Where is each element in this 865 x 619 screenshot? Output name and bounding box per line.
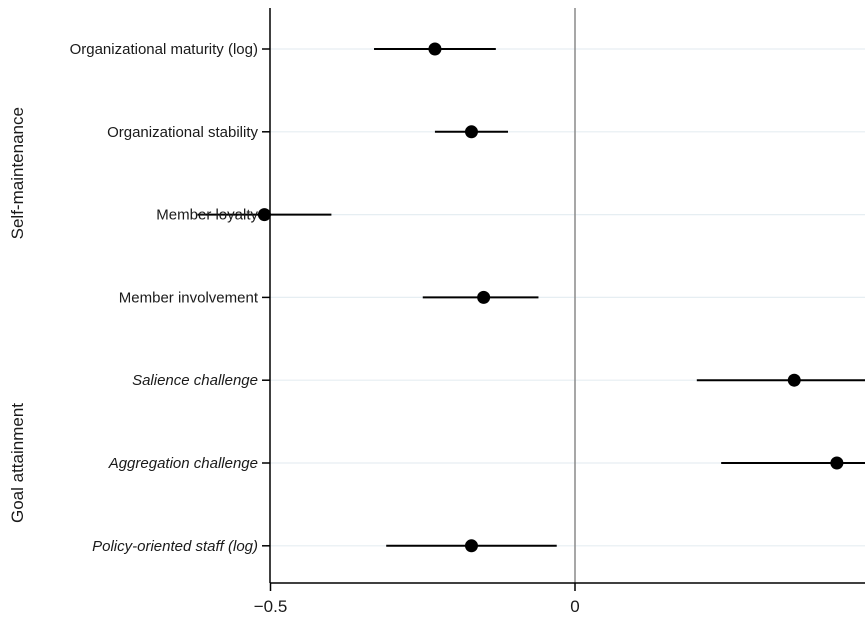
point-estimate [477,290,491,304]
point-estimate [428,42,442,56]
group-label: Goal attainment [8,403,27,523]
variable-labels: Organizational maturity (log) Organizatio… [70,41,259,555]
x-ticks: −0.500.5 [254,583,580,616]
y-ticks [262,48,270,547]
point-estimate [464,539,478,553]
x-tick-label: 0 [570,597,579,616]
group-label: Self-maintenance [8,107,27,239]
point-estimate [830,456,844,470]
variable-label: Organizational maturity (log) [70,41,258,58]
group-labels: Self-maintenance Goal attainment [8,107,27,523]
point-estimates [257,42,844,553]
variable-label: Organizational stability [107,124,258,141]
point-estimate [257,208,271,222]
point-estimate [787,373,801,387]
x-tick-label: −0.5 [254,597,288,616]
variable-label: Member involvement [119,289,259,306]
variable-label: Policy-oriented staff (log) [92,538,258,555]
variable-label: Aggregation challenge [108,455,258,472]
variable-label: Member loyalty [156,207,258,224]
gridlines [270,48,865,547]
point-estimate [464,125,478,139]
variable-label: Salience challenge [132,372,258,389]
